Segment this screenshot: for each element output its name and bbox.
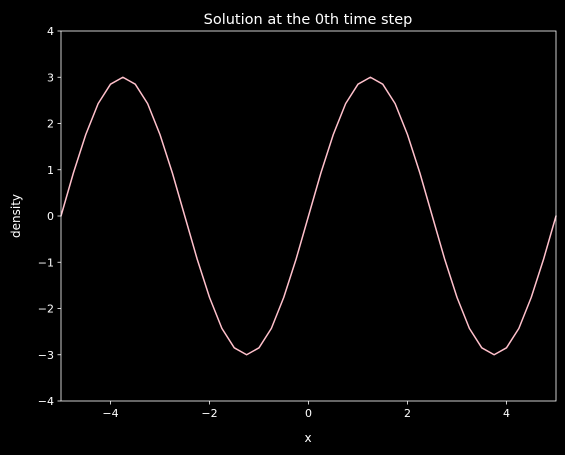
- y-tick-label: 4: [47, 25, 54, 38]
- y-tick-label: 1: [47, 164, 54, 177]
- y-tick-label: −2: [38, 303, 54, 316]
- y-tick-label: −3: [38, 349, 54, 362]
- y-tick-label: 2: [47, 118, 54, 131]
- x-tick-label: −2: [201, 407, 217, 420]
- y-tick-label: 3: [47, 71, 54, 84]
- x-axis-label: x: [304, 431, 311, 445]
- x-tick-label: 2: [404, 407, 411, 420]
- series-line-0: [60, 76, 557, 356]
- y-tick-label: −4: [38, 395, 54, 408]
- x-tick-label: 4: [503, 407, 510, 420]
- y-tick-label: 0: [47, 210, 54, 223]
- x-tick-label: −4: [102, 407, 118, 420]
- chart-title: Solution at the 0th time step: [204, 12, 413, 28]
- x-tick-label: 0: [305, 407, 312, 420]
- plot-area: −4 −2 0 2 4 −4 −3 −2 −1 0 1 2 3 4: [38, 25, 557, 420]
- y-axis-label: density: [9, 194, 23, 238]
- y-tick-label: −1: [38, 256, 54, 269]
